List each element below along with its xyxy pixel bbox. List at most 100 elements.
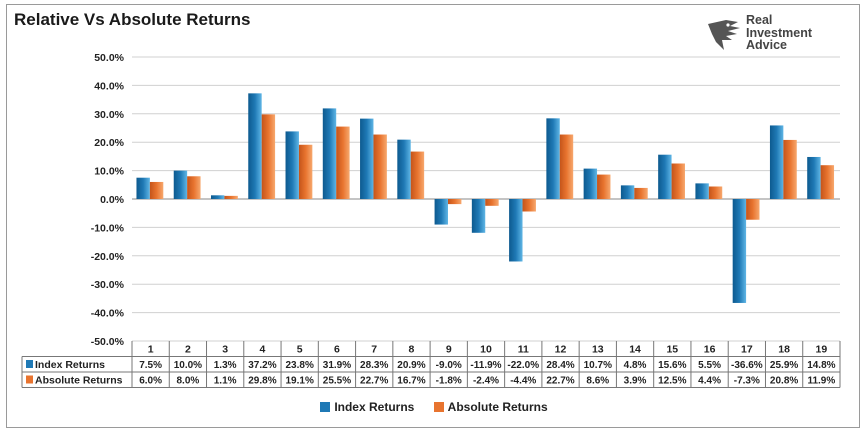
x-tick-label: 14 <box>629 344 641 356</box>
data-label: 16.7% <box>397 376 425 387</box>
data-label: -2.4% <box>473 376 499 387</box>
bar-index-returns <box>173 170 188 199</box>
y-tick-label: 40.0% <box>94 80 124 92</box>
x-tick-label: 17 <box>741 344 753 356</box>
data-label: 29.8% <box>248 376 276 387</box>
data-label: 22.7% <box>546 376 574 387</box>
data-label: -9.0% <box>436 360 462 371</box>
y-tick-label: 10.0% <box>94 166 124 178</box>
legend-item-absolute: Absolute Returns <box>433 400 548 414</box>
x-tick-label: 16 <box>704 344 716 356</box>
x-tick-label: 5 <box>297 344 303 356</box>
legend-swatch-absolute <box>433 402 444 412</box>
data-label: -22.0% <box>507 360 539 371</box>
data-label: 4.8% <box>624 360 647 371</box>
y-tick-label: 0.0% <box>100 194 125 206</box>
bar-index-returns <box>248 93 262 199</box>
legend: Index Returns Absolute Returns <box>0 400 868 414</box>
y-tick-label: 50.0% <box>94 52 124 64</box>
bar-index-returns <box>322 108 337 199</box>
data-label: 6.0% <box>139 376 162 387</box>
bar-absolute-returns <box>261 114 276 199</box>
bar-absolute-returns <box>522 199 536 212</box>
data-label: 10.7% <box>584 360 612 371</box>
data-label: 23.8% <box>286 360 314 371</box>
bar-index-returns <box>434 199 448 225</box>
legend-swatch-index <box>320 402 331 412</box>
bar-index-returns <box>285 131 299 199</box>
bar-absolute-returns <box>820 165 835 199</box>
x-tick-label: 7 <box>371 344 377 356</box>
bar-absolute-returns <box>187 176 201 199</box>
bar-chart: 50.0% 40.0% 30.0% 20.0% 10.0% 0.0% -10.0% -20.0… <box>21 52 841 388</box>
bar-absolute-returns <box>485 199 499 206</box>
data-label: 28.4% <box>546 360 574 371</box>
data-label: -1.8% <box>436 376 462 387</box>
x-tick-label: 1 <box>148 344 154 356</box>
data-label: 14.8% <box>807 360 835 371</box>
y-tick-label: 20.0% <box>94 137 124 149</box>
data-label: 31.9% <box>323 360 351 371</box>
y-tick-label: 30.0% <box>94 109 124 121</box>
data-label: 5.5% <box>698 360 721 371</box>
x-tick-label: 19 <box>816 344 828 356</box>
data-label: 4.4% <box>698 376 721 387</box>
bar-absolute-returns <box>671 163 685 199</box>
bar-absolute-returns <box>634 187 648 199</box>
legend-label-index: Index Returns <box>334 400 415 414</box>
x-tick-label: 8 <box>409 344 415 356</box>
data-label: -36.6% <box>731 360 763 371</box>
bar-absolute-returns <box>298 144 313 199</box>
data-label: -4.4% <box>510 376 536 387</box>
bar-index-returns <box>546 118 560 199</box>
bar-index-returns <box>695 183 709 199</box>
bar-absolute-returns <box>224 195 238 199</box>
y-tick-label: -40.0% <box>91 308 125 320</box>
bar-absolute-returns <box>708 186 723 199</box>
x-tick-label: 10 <box>480 344 492 356</box>
bar-absolute-returns <box>336 126 350 199</box>
logo-line-2: Investment <box>746 25 812 40</box>
bar-index-returns <box>360 118 374 199</box>
data-label: 12.5% <box>658 376 686 387</box>
bar-absolute-returns <box>783 139 797 199</box>
table-swatch-index <box>26 360 33 368</box>
bar-absolute-returns <box>559 134 574 199</box>
bar-index-returns <box>509 199 523 262</box>
data-label: 25.9% <box>770 360 798 371</box>
bar-index-returns <box>769 125 784 199</box>
bar-index-returns <box>583 168 598 199</box>
bar-absolute-returns <box>447 199 462 205</box>
data-label: 11.9% <box>807 376 835 387</box>
data-label: -7.3% <box>734 376 760 387</box>
data-label: 3.9% <box>624 376 647 387</box>
bar-index-returns <box>471 199 486 233</box>
bar-index-returns <box>620 185 635 199</box>
legend-item-index: Index Returns <box>320 400 414 414</box>
data-label: 15.6% <box>658 360 686 371</box>
x-tick-label: 6 <box>334 344 340 356</box>
x-tick-label: 9 <box>446 344 452 356</box>
data-label: 37.2% <box>248 360 276 371</box>
logo-text: Real Investment Advice <box>746 14 812 52</box>
x-tick-label: 2 <box>185 344 191 356</box>
bar-absolute-returns <box>597 174 611 199</box>
data-label: 1.3% <box>214 360 237 371</box>
x-tick-label: 3 <box>222 344 228 356</box>
data-label: 20.8% <box>770 376 798 387</box>
bar-absolute-returns <box>746 199 760 220</box>
bar-index-returns <box>658 154 672 199</box>
data-label: 8.6% <box>586 376 609 387</box>
y-tick-label: -30.0% <box>91 279 125 291</box>
data-label: 28.3% <box>360 360 388 371</box>
bar-absolute-returns <box>149 181 164 199</box>
data-label: 19.1% <box>286 376 314 387</box>
data-label: 22.7% <box>360 376 388 387</box>
data-label: 7.5% <box>139 360 162 371</box>
chart-frame <box>6 4 860 428</box>
data-label: 20.9% <box>397 360 425 371</box>
bar-absolute-returns <box>410 151 425 199</box>
bar-absolute-returns <box>373 134 387 199</box>
x-tick-label: 15 <box>666 344 678 356</box>
data-label: 1.1% <box>214 376 237 387</box>
